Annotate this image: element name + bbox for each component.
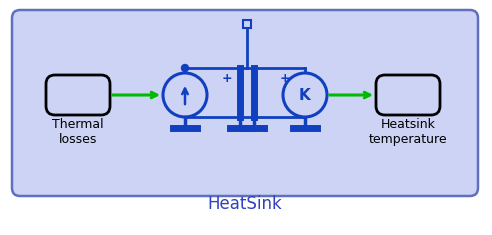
Bar — [243, 20, 251, 28]
Text: Thermal
losses: Thermal losses — [52, 118, 104, 146]
FancyBboxPatch shape — [376, 75, 440, 115]
Circle shape — [182, 64, 188, 71]
Circle shape — [163, 73, 207, 117]
Text: HeatSink: HeatSink — [208, 195, 282, 213]
Circle shape — [283, 73, 327, 117]
Text: +: + — [279, 72, 290, 85]
FancyBboxPatch shape — [12, 10, 478, 196]
Text: +: + — [222, 72, 232, 85]
Text: Heatsink
temperature: Heatsink temperature — [369, 118, 447, 146]
Text: K: K — [299, 87, 311, 102]
FancyBboxPatch shape — [46, 75, 110, 115]
